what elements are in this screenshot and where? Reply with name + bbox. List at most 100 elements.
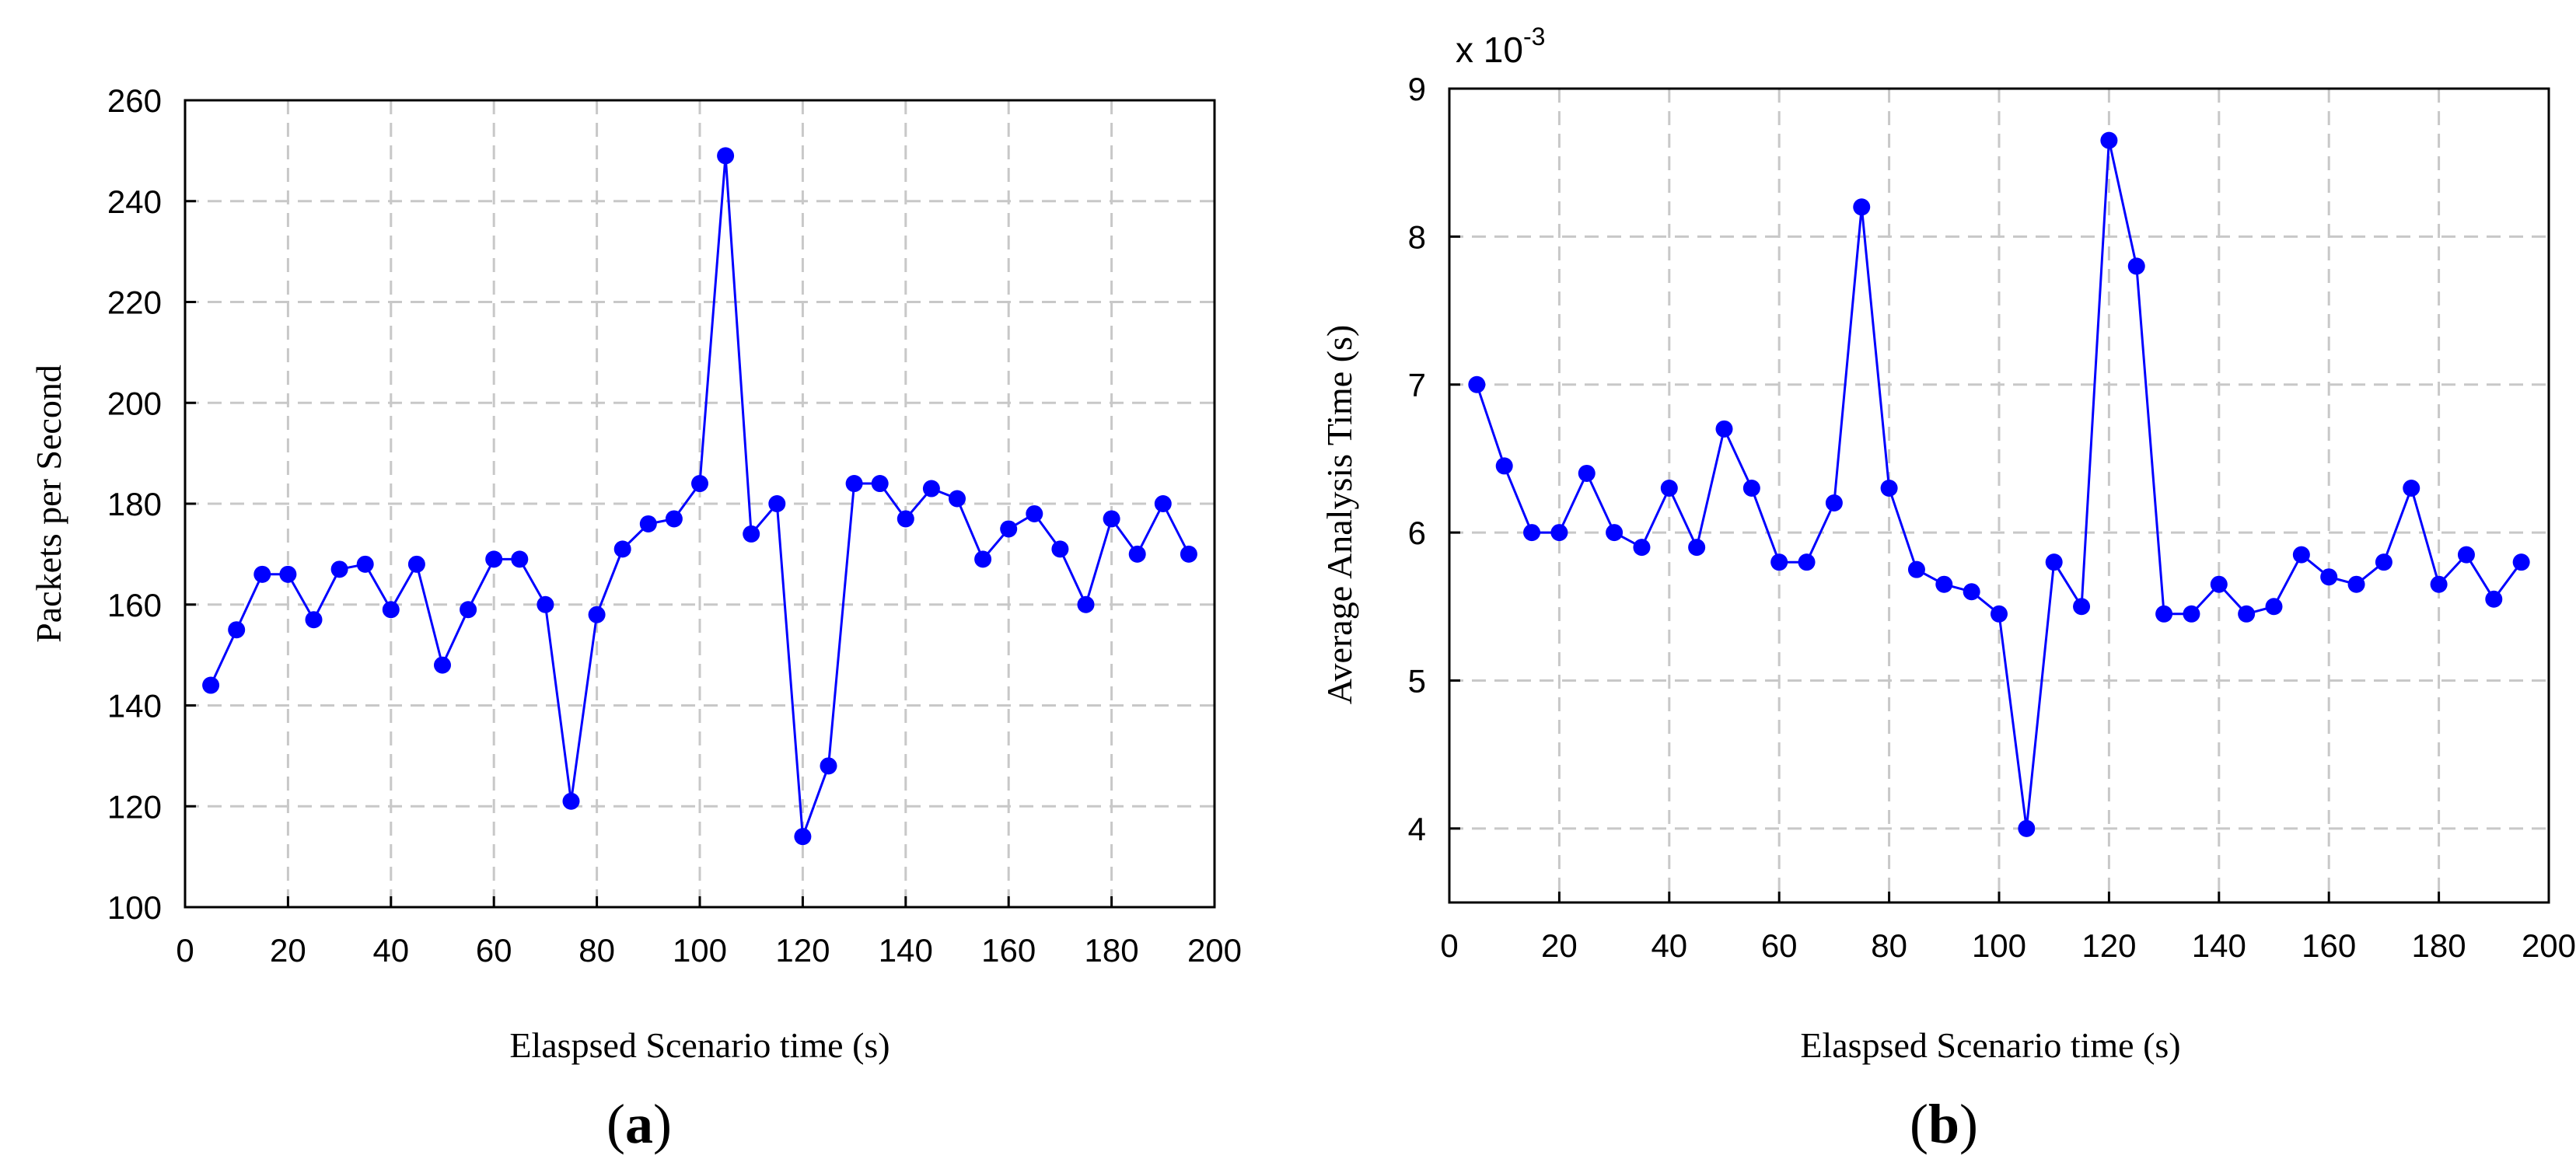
chart-b-data-point (1907, 560, 1925, 578)
chart-b-y-tick-label: 9 (1408, 71, 1426, 107)
chart-b-y-tick-label: 6 (1408, 515, 1426, 551)
chart-b-series (1468, 131, 2530, 837)
chart-b-y-multiplier-exponent: -3 (1523, 23, 1545, 51)
chart-b-data-point (2100, 131, 2118, 149)
chart-a-ticks: 0 20 40 60 80 100 120 140 160 180 200 100 120 140 160 1… (107, 82, 1242, 969)
chart-a-data-point (330, 560, 348, 578)
chart-a-data-point (665, 510, 683, 528)
chart-a-data-point (382, 601, 400, 619)
chart-b-data-point (1633, 539, 1651, 557)
chart-a-data-point (871, 475, 889, 493)
chart-b-data-point (2045, 553, 2063, 571)
chart-b-panel-label: (b) (1910, 1093, 1978, 1155)
chart-a-x-tick-label: 140 (879, 932, 933, 969)
chart-a-data-point (1000, 520, 1018, 538)
chart-b-data-point (2210, 575, 2228, 593)
chart-b-data-point (1578, 464, 1596, 482)
chart-b-y-tick-label: 8 (1408, 218, 1426, 255)
chart-b-data-point (1742, 479, 1760, 497)
chart-a-x-tick-label: 0 (176, 932, 194, 969)
chart-b-data-point (2485, 590, 2503, 608)
chart-a-data-point (1180, 545, 1197, 563)
chart-b-data-point (2183, 605, 2200, 623)
chart-a-data-point (356, 555, 374, 573)
chart-b-ticks: 0 20 40 60 80 100 120 140 160 180 200 4 5 6 7 8 9 (1408, 71, 2576, 964)
chart-b-data-point (2375, 553, 2392, 571)
chart-a-y-tick-label: 140 (107, 688, 162, 724)
chart-a-y-tick-label: 120 (107, 788, 162, 825)
chart-b: 0 20 40 60 80 100 120 140 160 180 200 4 5 6 7 8 9 Elasps… (1319, 23, 2576, 1155)
chart-b-x-tick-label: 140 (2192, 927, 2246, 964)
chart-a-data-point (1077, 595, 1095, 613)
chart-a-y-tick-label: 240 (107, 183, 162, 220)
chart-b-y-tick-label: 5 (1408, 662, 1426, 699)
chart-b-data-point (1880, 479, 1898, 497)
chart-a-panel-label: (a) (606, 1093, 672, 1155)
chart-a-grid (185, 100, 1215, 907)
chart-a-data-point (485, 550, 503, 568)
chart-a-data-point (202, 676, 220, 694)
chart-b-data-point (2073, 598, 2091, 616)
chart-b-data-point (1853, 198, 1871, 216)
chart-b-x-tick-label: 180 (2412, 927, 2466, 964)
chart-b-data-point (2347, 575, 2365, 593)
chart-b-data-point (1935, 575, 1953, 593)
chart-a-data-point (1103, 510, 1120, 528)
chart-a-data-point (253, 565, 271, 583)
chart-b-y-multiplier: x 10-3 (1456, 23, 1545, 70)
chart-a-y-tick-label: 220 (107, 285, 162, 321)
chart-b-y-axis-title: Average Analysis Time (s) (1319, 325, 1359, 705)
chart-a-data-point (1026, 504, 1043, 522)
chart-a: 0 20 40 60 80 100 120 140 160 180 200 100 120 140 160 1… (29, 82, 1242, 1155)
chart-b-data-point (2320, 568, 2338, 586)
chart-b-data-point (2512, 553, 2530, 571)
chart-a-y-tick-label: 100 (107, 889, 162, 926)
chart-a-y-tick-label: 200 (107, 385, 162, 421)
chart-b-data-point (1798, 553, 1816, 571)
chart-a-y-tick-label: 260 (107, 82, 162, 119)
chart-b-data-point (1495, 457, 1513, 475)
chart-b-x-tick-label: 80 (1871, 927, 1907, 964)
chart-a-data-point (974, 550, 992, 568)
chart-a-x-tick-label: 20 (270, 932, 306, 969)
chart-a-data-point (228, 621, 246, 639)
chart-a-x-tick-label: 180 (1085, 932, 1139, 969)
chart-a-data-point (639, 515, 657, 532)
chart-b-y-tick-label: 7 (1408, 367, 1426, 403)
chart-a-data-point (613, 540, 631, 558)
chart-a-y-tick-label: 180 (107, 486, 162, 522)
chart-b-data-point (1770, 553, 1788, 571)
chart-a-data-point (305, 611, 323, 629)
chart-a-data-point (460, 601, 477, 619)
chart-a-x-tick-label: 100 (673, 932, 727, 969)
chart-b-x-tick-label: 120 (2081, 927, 2136, 964)
chart-a-data-point (407, 555, 425, 573)
chart-a-data-point (717, 147, 735, 165)
chart-a-data-point (949, 490, 966, 508)
chart-b-x-tick-label: 60 (1761, 927, 1798, 964)
chart-b-data-point (1523, 524, 1541, 542)
chart-b-data-point (2238, 605, 2256, 623)
chart-b-data-point (2155, 605, 2173, 623)
chart-b-data-point (2127, 257, 2145, 275)
chart-b-data-point (2018, 819, 2036, 837)
chart-a-series (202, 147, 1197, 846)
chart-b-data-point (1991, 605, 2008, 623)
chart-a-data-point (845, 475, 863, 493)
chart-a-x-tick-label: 120 (775, 932, 830, 969)
chart-a-data-point (922, 480, 940, 497)
chart-a-data-point (537, 595, 554, 613)
chart-b-x-tick-label: 160 (2302, 927, 2356, 964)
chart-a-data-point (1051, 540, 1069, 558)
chart-b-x-tick-label: 20 (1541, 927, 1578, 964)
chart-b-data-point (1606, 524, 1624, 542)
chart-b-data-point (1660, 479, 1678, 497)
chart-b-x-tick-label: 0 (1440, 927, 1458, 964)
chart-b-data-point (1715, 420, 1733, 438)
chart-b-x-tick-label: 40 (1651, 927, 1687, 964)
chart-a-y-tick-label: 160 (107, 587, 162, 623)
chart-a-x-tick-label: 40 (372, 932, 409, 969)
chart-a-data-point (691, 475, 708, 493)
chart-a-x-tick-label: 200 (1187, 932, 1242, 969)
